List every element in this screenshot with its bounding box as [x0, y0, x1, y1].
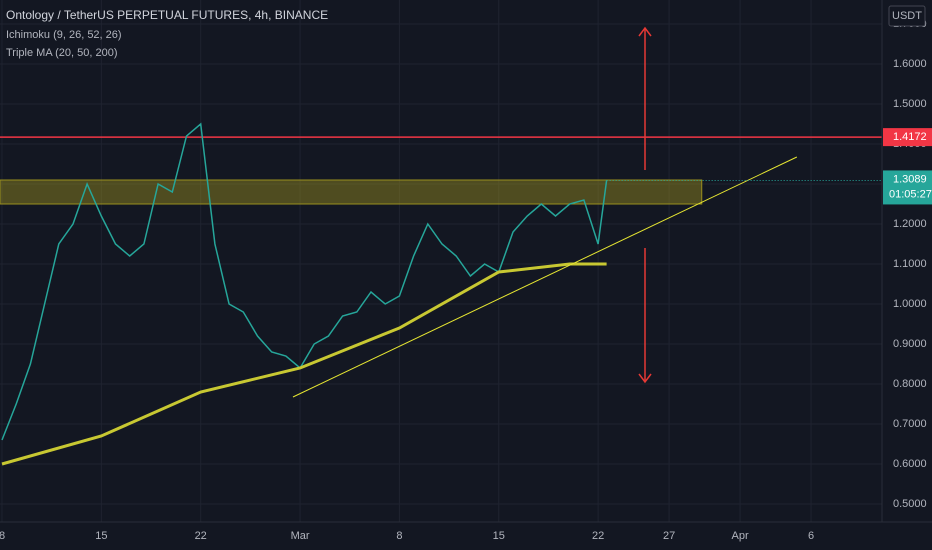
- price-axis: [882, 0, 932, 550]
- x-tick-label: 6: [808, 530, 814, 542]
- y-tick-label: 0.5000: [893, 498, 927, 510]
- price-line: [1, 262, 607, 466]
- x-tick-label: Apr: [731, 530, 748, 542]
- arrow-down-head: [638, 373, 652, 384]
- y-tick-label: 1.6000: [893, 58, 927, 70]
- arrow-up-head: [638, 26, 652, 37]
- x-tick-label: 22: [195, 530, 207, 542]
- plot: [0, 122, 882, 466]
- currency: USDT: [892, 10, 922, 22]
- y-tick-label: 0.7000: [893, 418, 927, 430]
- currency-box[interactable]: [888, 5, 926, 27]
- y-tick-label: 0.6000: [893, 458, 927, 470]
- level-box: [883, 128, 932, 147]
- x-tick-label: 15: [493, 530, 505, 542]
- x-tick-label: 8: [0, 530, 5, 542]
- y-tick-label: 1.0000: [893, 298, 927, 310]
- y-tick-label: 1.2000: [893, 218, 927, 230]
- y-tick-label: 0.8000: [893, 378, 927, 390]
- last-price-label: 1.3089: [893, 173, 927, 185]
- grid: [0, 0, 882, 522]
- level-label: 1.4172: [893, 131, 927, 143]
- chart-title: Ontology / TetherUS PERPETUAL FUTURES, 4…: [6, 8, 328, 22]
- countdown-label: 01:05:27: [889, 188, 932, 200]
- x-tick-label: 8: [396, 530, 402, 542]
- y-tick-label: 1.5000: [893, 98, 927, 110]
- x-tick-label: Mar: [291, 530, 310, 542]
- indicator-label: Triple MA (20, 50, 200): [6, 47, 117, 59]
- resistance-zone: [0, 179, 703, 205]
- x-tick-label: 22: [592, 530, 604, 542]
- x-tick-label: 15: [95, 530, 107, 542]
- trendline: [292, 156, 798, 398]
- axes: 0.5000 0.6000 0.7000 0.8000 0.9000 1.0000 1.10…: [0, 18, 932, 542]
- price-line: [1, 122, 608, 441]
- y-tick-label: 0.9000: [893, 338, 927, 350]
- y-tick-label: 1.1000: [893, 258, 927, 270]
- x-tick-label: 27: [663, 530, 675, 542]
- indicator-label: Ichimoku (9, 26, 52, 26): [6, 29, 122, 41]
- last-price-box: [883, 170, 932, 205]
